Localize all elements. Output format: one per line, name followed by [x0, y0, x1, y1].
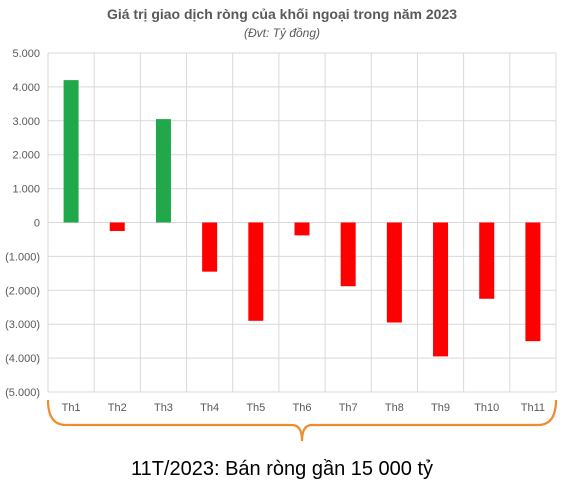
bar-th7	[340, 222, 356, 287]
brace-annotation	[46, 399, 558, 442]
bar-th10	[479, 222, 495, 299]
caption-annotation: 11T/2023: Bán ròng gần 15 000 tỷ	[130, 458, 434, 480]
chart-title: Giá trị giao dịch ròng của khối ngoại tr…	[106, 6, 458, 22]
bar-th3	[155, 119, 171, 223]
y-tick-label: (1.000)	[5, 251, 40, 263]
bar-th9	[433, 222, 449, 357]
x-tick-label: Th2	[108, 402, 127, 414]
y-tick-label: 2.000	[12, 150, 40, 162]
y-tick-label: 1.000	[12, 184, 40, 196]
bar-th6	[294, 222, 310, 236]
gridlines	[47, 52, 557, 393]
x-tick-label: Th1	[62, 402, 81, 414]
y-tick-label: (2.000)	[5, 285, 40, 297]
bar-th4	[202, 222, 218, 272]
x-tick-label: Th6	[293, 402, 312, 414]
x-tick-label: Th4	[200, 402, 219, 414]
bar-th5	[248, 222, 264, 321]
bar-th11	[525, 222, 541, 342]
x-tick-label: Th8	[385, 402, 404, 414]
y-axis-ticks: 5.000 4.000 3.000 2.000 1.000 0 (1.000) (2.000)…	[5, 48, 40, 399]
x-tick-label: Th5	[246, 402, 265, 414]
y-tick-label: 4.000	[12, 82, 40, 94]
bar-th8	[386, 222, 402, 323]
bars	[63, 80, 541, 357]
y-tick-label: 5.000	[12, 48, 40, 60]
y-tick-label: 0	[34, 218, 40, 230]
y-tick-label: (4.000)	[5, 353, 40, 365]
x-tick-label: Th10	[474, 402, 499, 414]
x-axis-ticks: Th1 Th2 Th3 Th4 Th5 Th6 Th7 Th8 Th9 Th10 Th11	[62, 402, 545, 414]
y-tick-label: (3.000)	[5, 319, 40, 331]
x-tick-label: Th7	[339, 402, 358, 414]
y-tick-label: 3.000	[12, 116, 40, 128]
y-tick-label: (5.000)	[5, 387, 40, 399]
x-tick-label: Th9	[431, 402, 450, 414]
x-tick-label: Th3	[154, 402, 173, 414]
bar-th1	[63, 80, 79, 223]
chart-subtitle: (Đvt: Tỷ đồng)	[243, 26, 321, 40]
bar-th2	[109, 222, 125, 231]
x-tick-label: Th11	[521, 402, 545, 414]
